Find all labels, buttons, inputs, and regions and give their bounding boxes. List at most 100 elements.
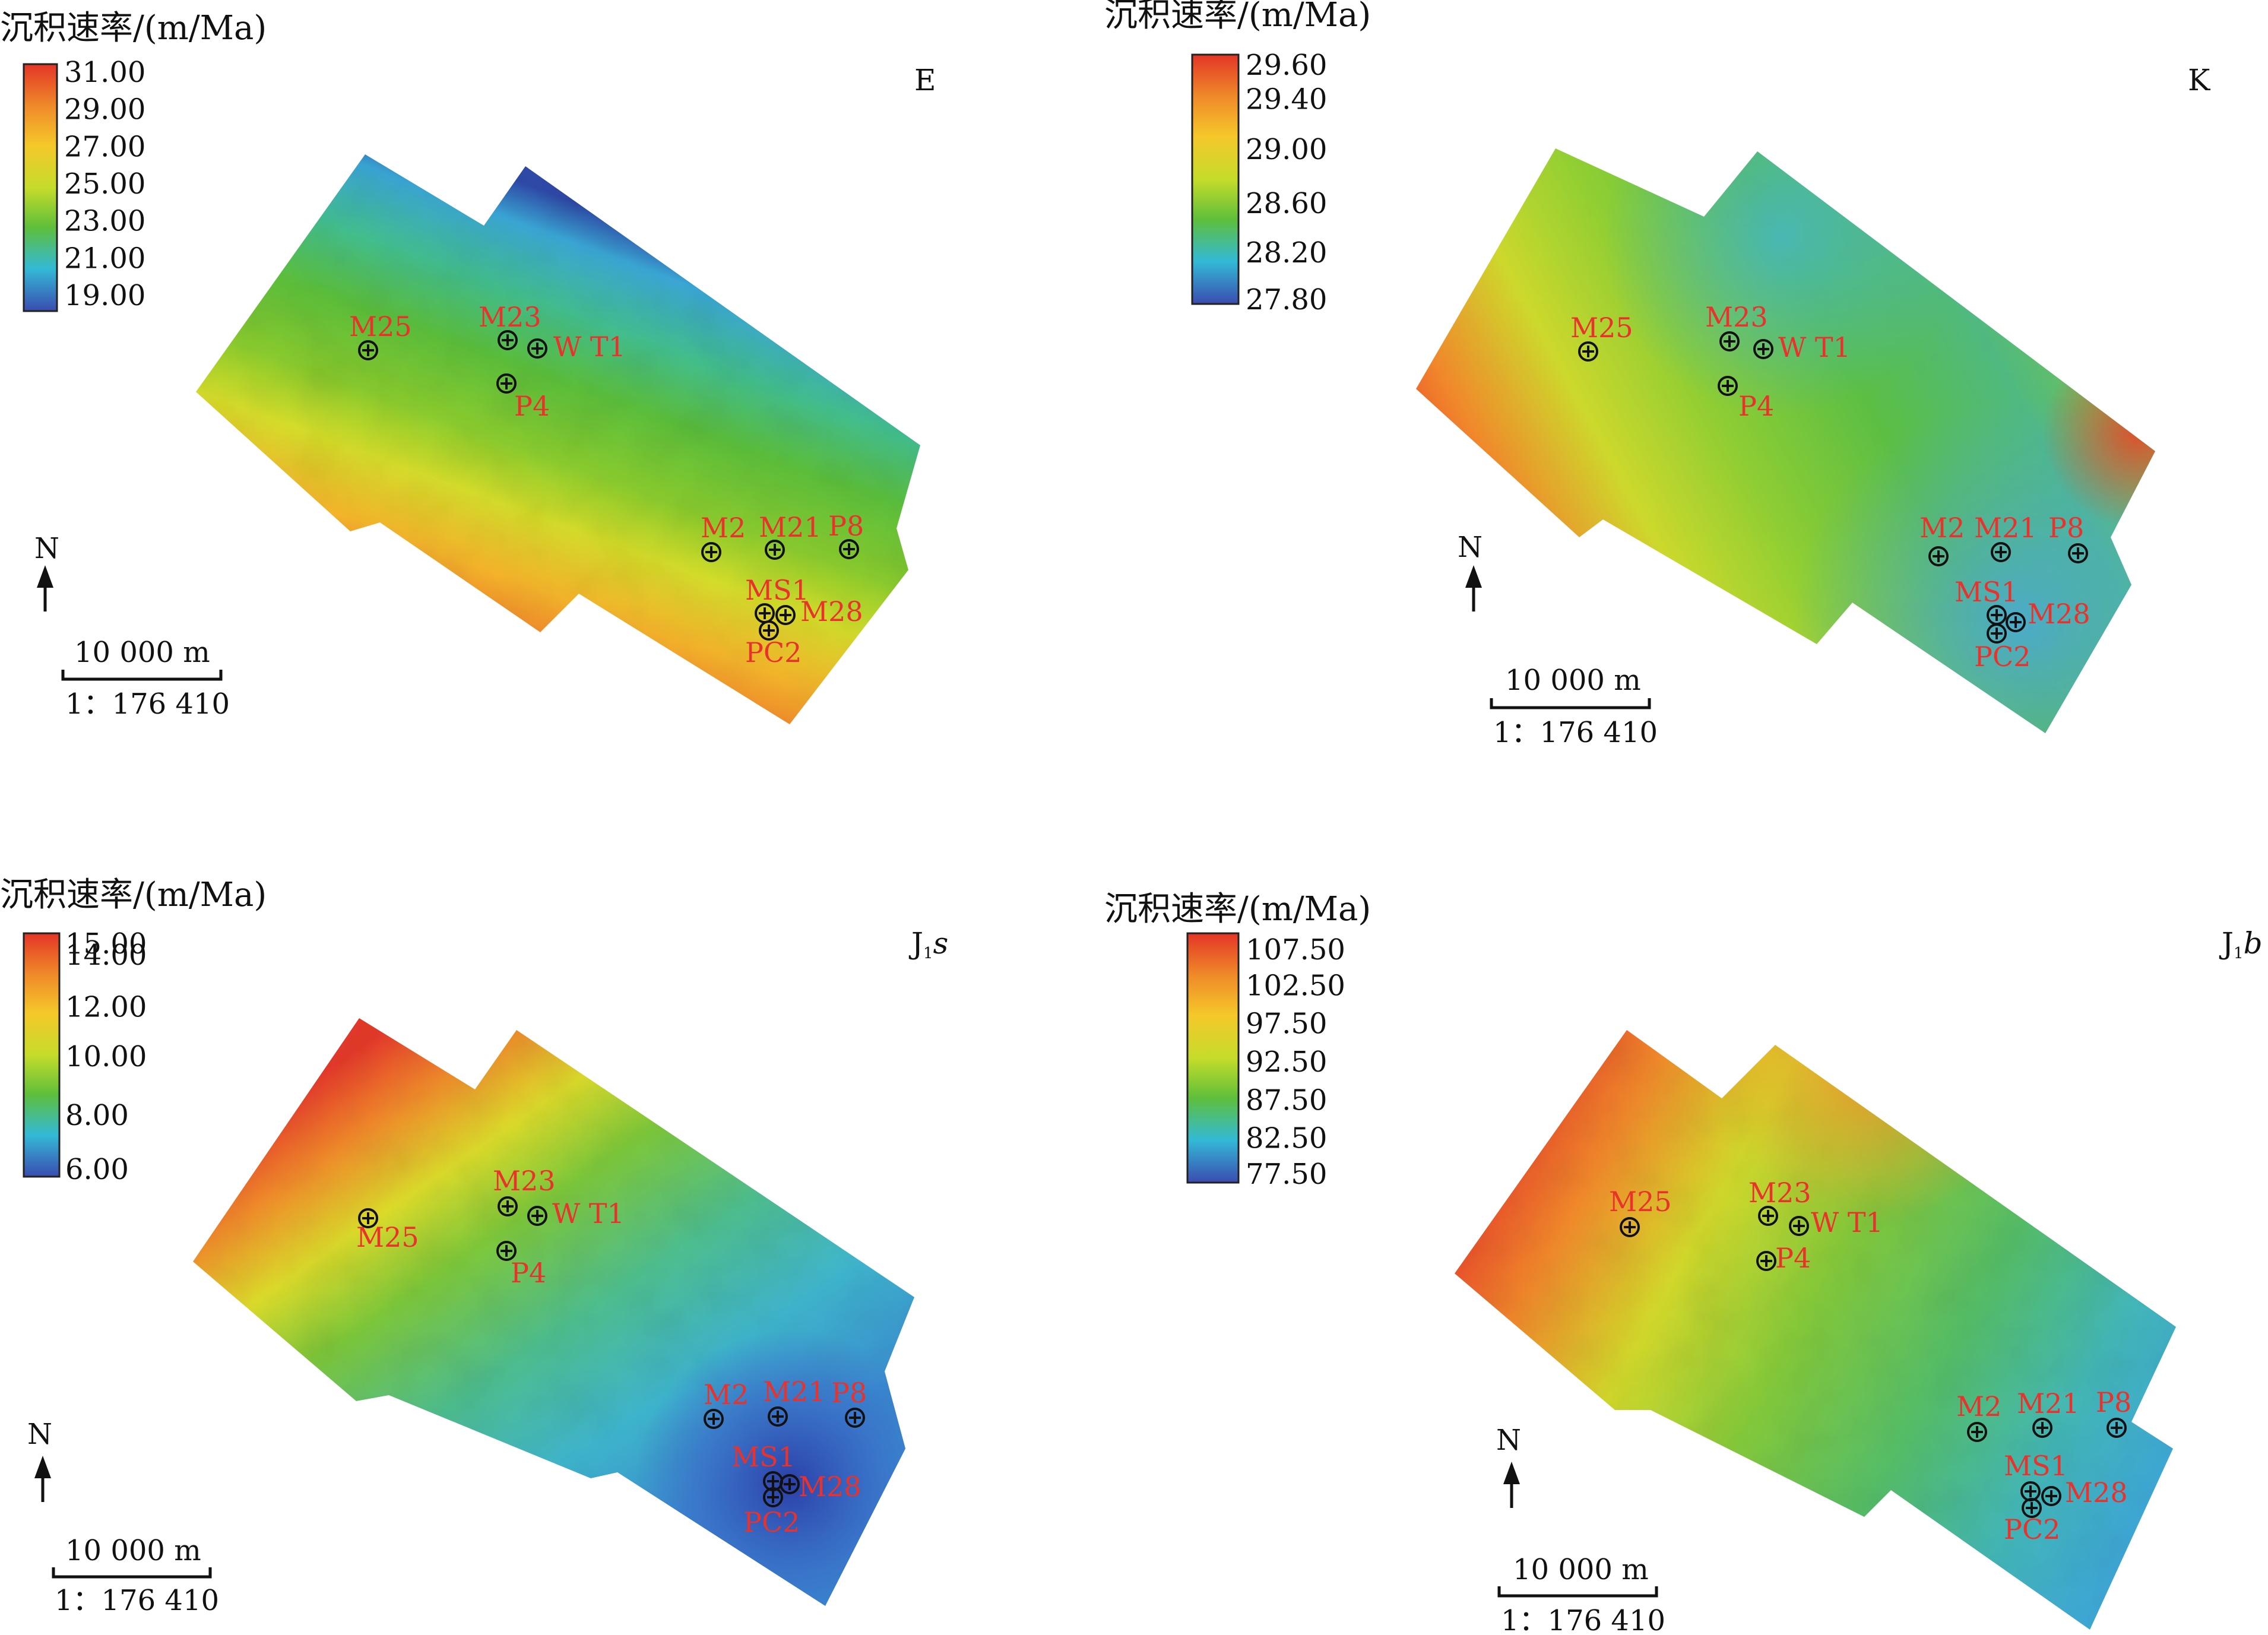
well-symbol-icon — [2032, 1418, 2052, 1438]
well-marker: MS1 — [1955, 576, 2019, 625]
well-label: M2 — [1919, 512, 1965, 544]
well-symbol-icon — [1578, 341, 1598, 362]
well-symbol-icon — [498, 330, 518, 350]
well-label: M25 — [1609, 1186, 1672, 1218]
legend-colorbar — [23, 932, 61, 1178]
well-label: W T1 — [1811, 1206, 1883, 1238]
well-symbol-icon — [527, 1206, 547, 1226]
well-label: M23 — [1748, 1177, 1811, 1209]
well-label: M28 — [800, 595, 863, 628]
well-marker: P4 — [496, 1241, 546, 1289]
well-marker: M23 — [493, 1165, 556, 1216]
well-symbol-icon — [1756, 1251, 1776, 1271]
well-label: M21 — [759, 511, 822, 543]
well-symbol-icon — [763, 1487, 783, 1507]
well-marker: M21 — [763, 1376, 826, 1427]
legend-tick-label: 25.00 — [64, 167, 145, 201]
well-label: MS1 — [731, 1441, 796, 1473]
well-label: P4 — [1738, 390, 1774, 422]
well-label: P8 — [828, 510, 864, 542]
well-symbol-icon — [2006, 612, 2026, 632]
well-symbol-icon — [839, 539, 859, 559]
scale-distance: 10 000 m — [74, 636, 210, 669]
well-marker: PC2 — [2004, 1498, 2060, 1545]
well-marker: M21 — [759, 511, 822, 560]
well-label: M21 — [2017, 1387, 2080, 1419]
legend-colorbar — [1191, 53, 1240, 305]
well-marker: M28 — [2041, 1476, 2128, 1509]
well-label: PC2 — [2004, 1513, 2060, 1545]
well-label: P8 — [831, 1377, 867, 1409]
scale-ratio: 1：176 410 — [1501, 1604, 1665, 1635]
well-symbol-icon — [775, 605, 796, 625]
well-label: P8 — [2048, 512, 2084, 544]
well-label: P4 — [511, 1257, 546, 1289]
legend-tick-label: 92.50 — [1246, 1045, 1327, 1079]
well-label: W T1 — [553, 331, 626, 363]
well-symbol-icon — [498, 1196, 518, 1216]
well-symbol-icon — [1718, 376, 1738, 396]
well-marker: M2 — [1956, 1390, 2001, 1442]
panel-E: 沉积速率/(m/Ma) 31.00 29.00 27.00 25.00 23.00 21.… — [0, 9, 936, 724]
well-marker: M2 — [704, 1379, 749, 1429]
well-marker: W T1 — [527, 331, 626, 363]
legend-tick-label: 19.00 — [64, 279, 145, 312]
well-marker: M25 — [349, 310, 412, 360]
well-label: W T1 — [1778, 331, 1851, 363]
well-label: M21 — [1974, 512, 2037, 544]
legend-colorbar — [23, 63, 58, 312]
well-label: MS1 — [2004, 1450, 2068, 1482]
scale-bar-E: 10 000 m 1：176 410 — [61, 636, 230, 721]
map-surface-K — [1416, 148, 2155, 733]
legend-tick-label: 14.00 — [65, 939, 147, 972]
panel-label-E: E — [914, 63, 936, 97]
well-symbol-icon — [701, 542, 721, 562]
scale-distance: 10 000 m — [1513, 1553, 1649, 1586]
legend-tick-label: 87.50 — [1246, 1083, 1327, 1117]
legend-E: 沉积速率/(m/Ma) 31.00 29.00 27.00 25.00 23.00 21.… — [0, 9, 267, 312]
well-label: M25 — [1570, 312, 1633, 344]
well-marker: PC2 — [1974, 623, 2031, 673]
well-symbol-icon — [496, 373, 517, 394]
well-label: PC2 — [745, 636, 802, 668]
panel-label-J1b: J1b — [2219, 926, 2263, 962]
well-label: P8 — [2096, 1386, 2131, 1418]
legend-tick-label: 102.50 — [1246, 969, 1345, 1002]
well-label: PC2 — [1974, 641, 2031, 673]
well-symbol-icon — [358, 1208, 378, 1228]
well-label: M25 — [349, 310, 412, 343]
well-symbol-icon — [1753, 339, 1773, 359]
legend-tick-label: 27.00 — [64, 130, 145, 163]
well-label: M2 — [1956, 1390, 2001, 1422]
well-marker: M23 — [1748, 1177, 1811, 1226]
well-symbol-icon — [759, 620, 779, 641]
well-marker: PC2 — [745, 620, 802, 668]
well-symbol-icon — [358, 340, 378, 360]
well-symbol-icon — [1987, 623, 2007, 644]
well-symbol-icon — [845, 1408, 865, 1428]
well-label: P4 — [514, 390, 550, 422]
legend-title: 沉积速率/(m/Ma) — [0, 9, 267, 47]
legend-tick-label: 15.00 — [65, 927, 147, 961]
legend-title: 沉积速率/(m/Ma) — [0, 876, 267, 914]
well-symbol-icon — [2068, 543, 2088, 563]
well-marker: W T1 — [527, 1197, 625, 1230]
scale-bar-J1s: 10 000 m 1：176 410 — [52, 1534, 219, 1617]
legend-tick-label: 29.40 — [1246, 83, 1327, 116]
scale-ratio: 1：176 410 — [1493, 716, 1658, 749]
well-marker: M25 — [1570, 312, 1633, 362]
legend-tick-label: 82.50 — [1246, 1122, 1327, 1155]
scale-distance: 10 000 m — [1505, 664, 1641, 697]
scale-bar-K: 10 000 m 1：176 410 — [1490, 664, 1658, 749]
well-symbol-icon — [1967, 1422, 1987, 1442]
well-symbol-icon — [1758, 1206, 1778, 1226]
legend-title: 沉积速率/(m/Ma) — [1104, 890, 1371, 929]
well-symbol-icon — [1789, 1216, 1809, 1236]
well-marker: M28 — [780, 1471, 861, 1503]
